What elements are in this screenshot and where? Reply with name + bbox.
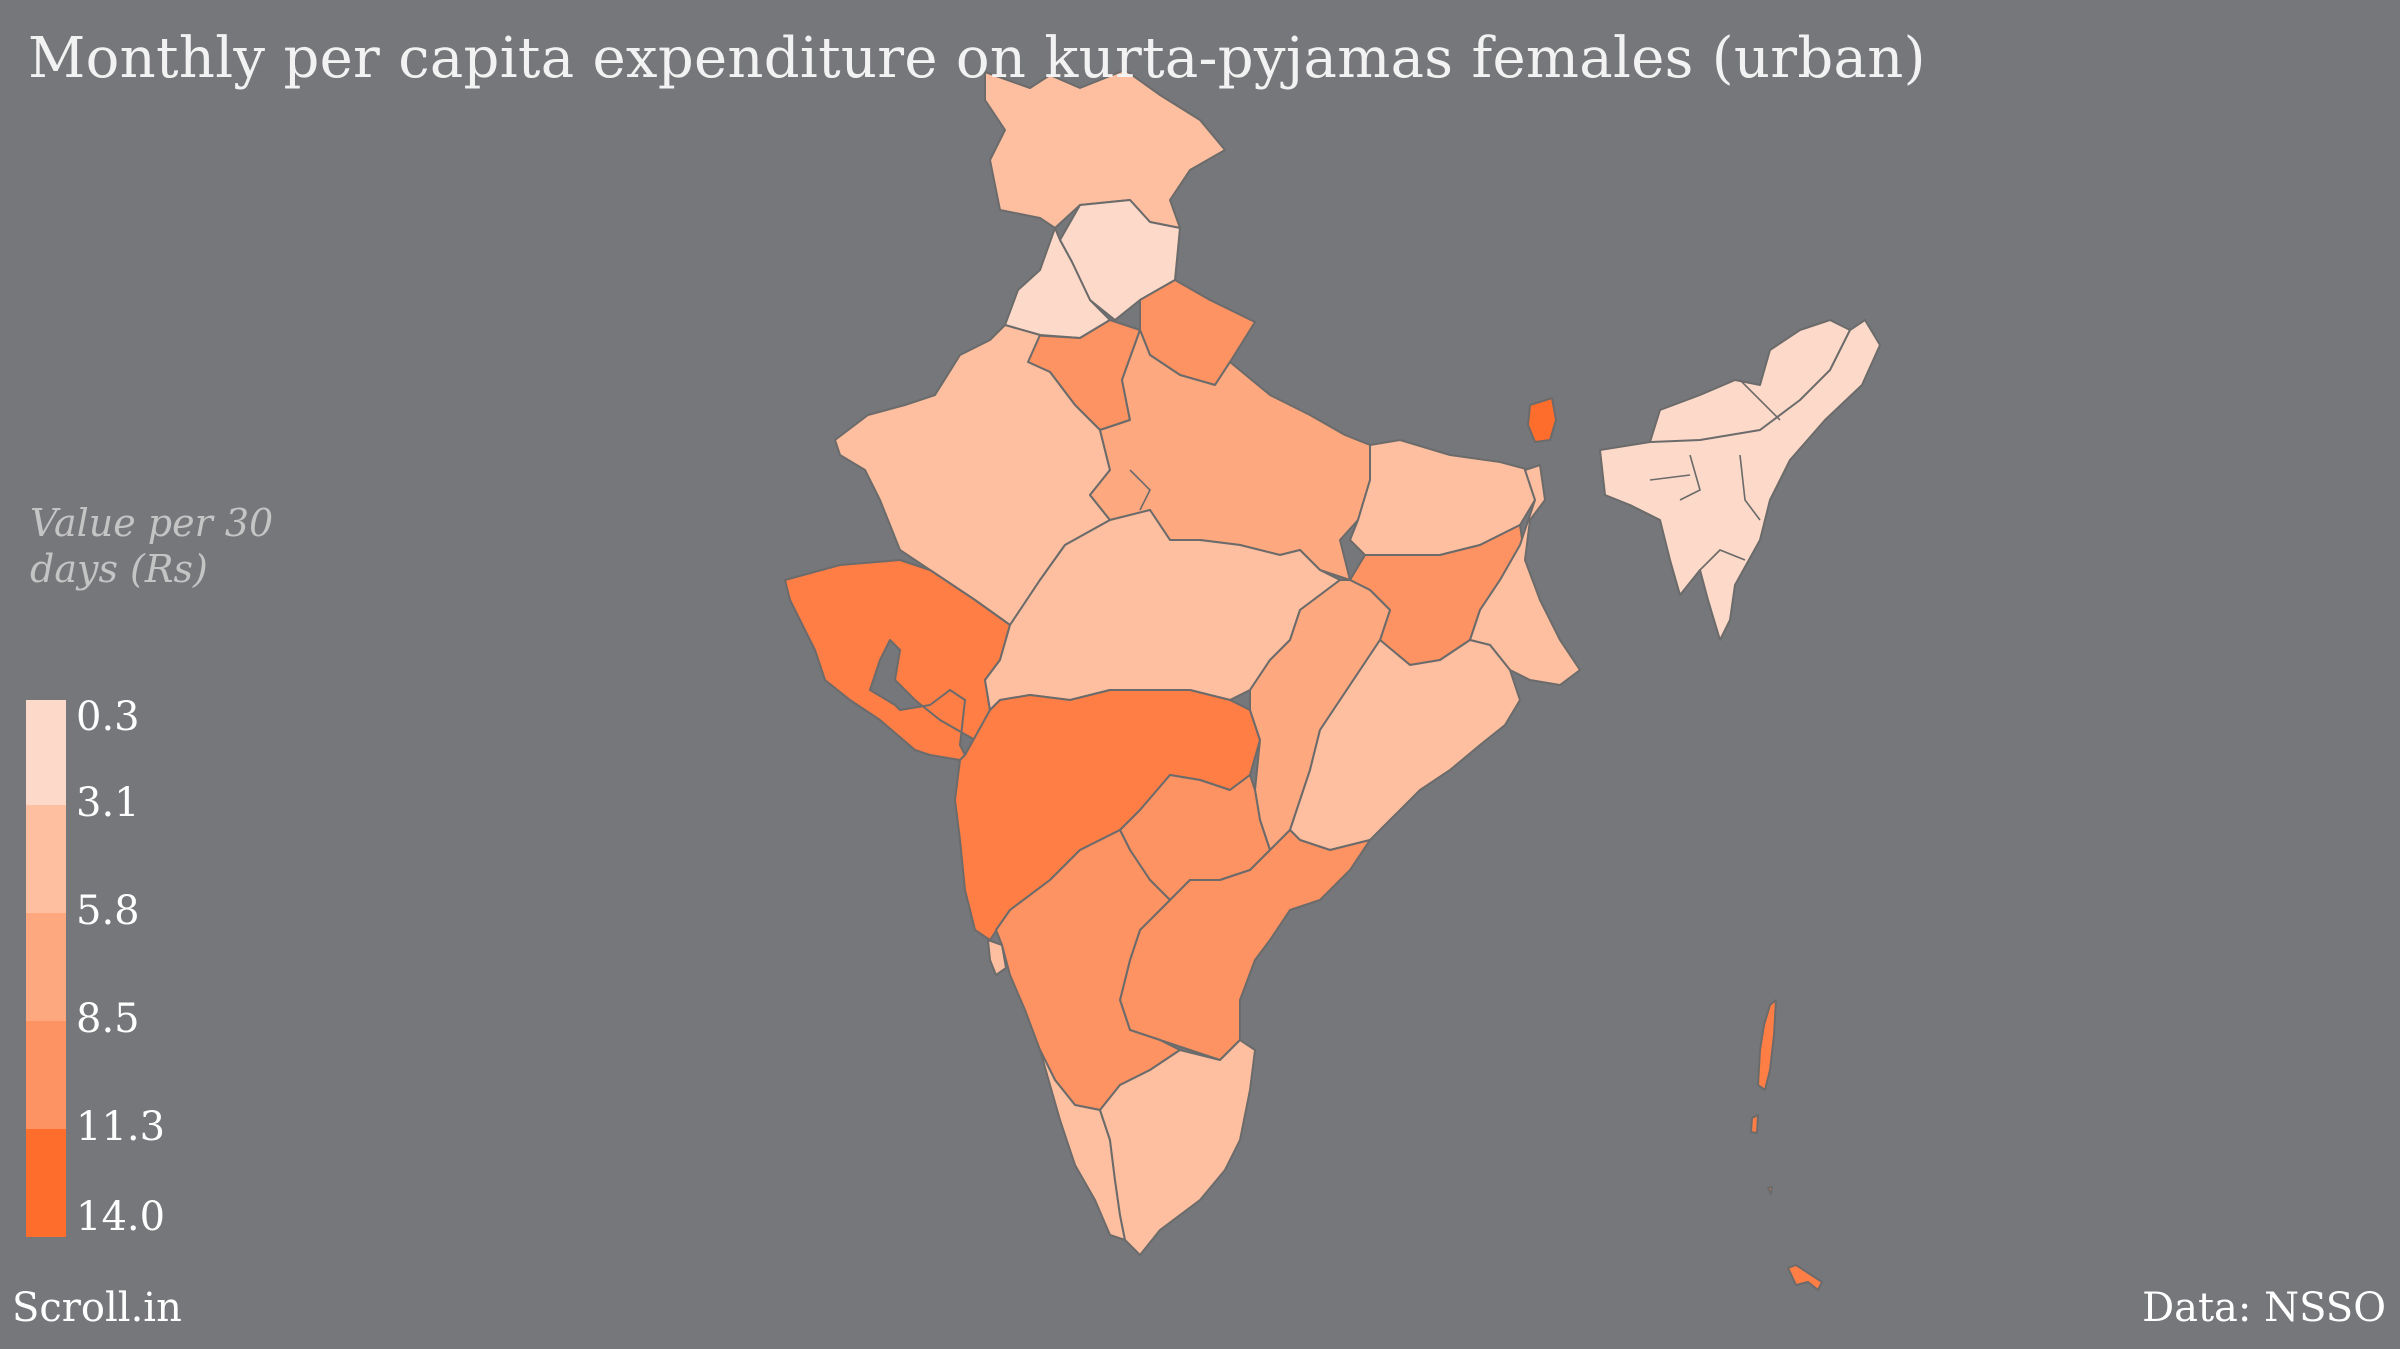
- legend-swatch-2: [26, 805, 66, 913]
- legend-swatch-3: [26, 913, 66, 1021]
- region-west-bengal: [1469, 464, 1581, 686]
- legend-swatch-5: [26, 1129, 66, 1237]
- legend-label-3: 8.5: [76, 996, 140, 1042]
- footer-data-credit: Data: NSSO: [2142, 1285, 2386, 1331]
- page-title: Monthly per capita expenditure on kurta-…: [28, 26, 1926, 91]
- legend-label-1: 3.1: [76, 780, 140, 826]
- region-andhra-pradesh: [1119, 829, 1371, 1061]
- legend-label-2: 5.8: [76, 888, 140, 934]
- internal-borders: [1129, 379, 1781, 571]
- region-north-east: [1599, 319, 1881, 641]
- legend-title: Value per 30 days (Rs): [30, 501, 274, 591]
- legend-swatch-1: [26, 700, 66, 805]
- region-goa: [987, 939, 1007, 976]
- region-odisha: [1289, 639, 1521, 851]
- region-karnataka: [995, 829, 1181, 1111]
- legend-swatch-4: [26, 1021, 66, 1129]
- region-sikkim: [1527, 397, 1557, 443]
- legend-label-4: 11.3: [76, 1104, 166, 1150]
- region-tamil-nadu: [1099, 1039, 1256, 1256]
- footer-source: Scroll.in: [12, 1285, 182, 1331]
- legend: 0.3 3.1 5.8 8.5 11.3 14.0: [26, 694, 246, 1240]
- legend-label-5: 14.0: [76, 1194, 166, 1240]
- region-andaman-nicobar: [1750, 999, 1823, 1291]
- legend-label-0: 0.3: [76, 694, 140, 740]
